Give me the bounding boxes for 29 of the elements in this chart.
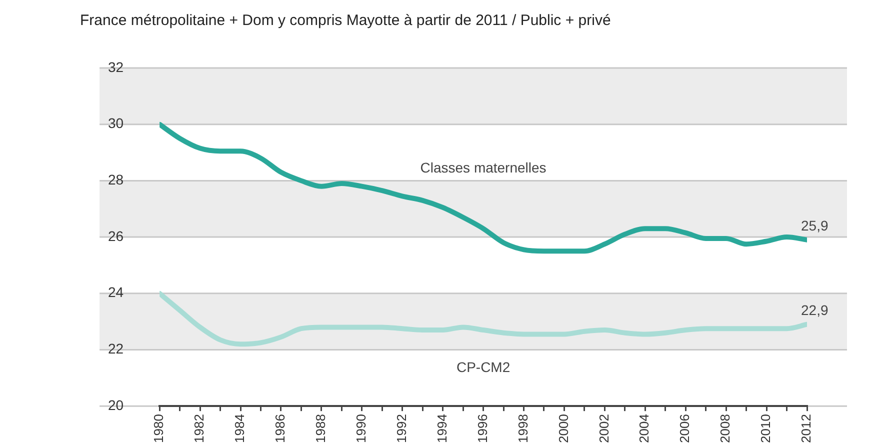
- x-tick-label: 1992: [394, 414, 409, 443]
- x-tick-label: 1980: [151, 414, 166, 443]
- x-tick-label: 2008: [718, 414, 733, 443]
- data-label: 25,9: [801, 218, 828, 234]
- x-tick-label: 1982: [192, 414, 207, 443]
- x-tick-label: 1986: [272, 414, 288, 443]
- x-tick-label: 2004: [636, 414, 652, 443]
- x-tick-label: 1990: [353, 414, 368, 443]
- y-tick-label: 24: [108, 284, 124, 300]
- x-tick-label: 1988: [313, 414, 328, 443]
- x-tick-label: 1996: [474, 414, 490, 443]
- x-tick-label: 1984: [232, 414, 248, 443]
- data-label: 22,9: [801, 302, 828, 318]
- y-tick-label: 32: [108, 58, 124, 75]
- x-tick-label: 2000: [556, 414, 571, 443]
- y-tick-label: 30: [108, 115, 124, 132]
- x-tick-label: 2006: [677, 414, 692, 443]
- y-tick-label: 20: [108, 396, 124, 413]
- y-tick-label: 22: [108, 340, 124, 357]
- series-label: CP-CM2: [456, 358, 510, 375]
- x-tick-label: 2012: [798, 414, 814, 443]
- x-tick-label: 2010: [758, 414, 774, 443]
- x-tick-label: 1994: [434, 414, 450, 443]
- series-label: Classes maternelles: [420, 159, 546, 176]
- y-tick-label: 26: [108, 228, 124, 244]
- y-tick-label: 28: [108, 172, 124, 188]
- x-tick-label: 1998: [515, 414, 530, 443]
- chart-title: France métropolitaine + Dom y compris Mayotte à partir de 2011 / Public + privé: [80, 12, 611, 30]
- x-tick-label: 2002: [596, 414, 612, 443]
